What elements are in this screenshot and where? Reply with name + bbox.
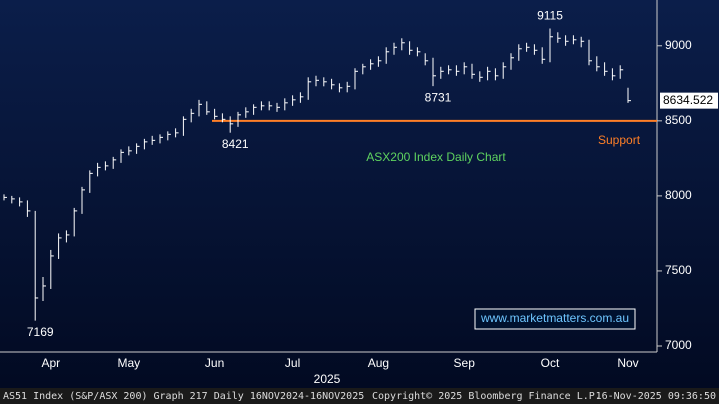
- watermark-box: [474, 308, 636, 330]
- background: [0, 0, 719, 388]
- low-annotation: 7169: [27, 325, 54, 339]
- last-value-label: 8634.522: [663, 93, 713, 107]
- footer-left: AS51 Index (S&P/ASX 200) Graph 217 Daily…: [3, 391, 364, 402]
- x-tick-label: Jul: [285, 356, 300, 370]
- x-tick-label: Jun: [205, 356, 224, 370]
- x-tick-label: Apr: [41, 356, 60, 370]
- low-annotation: 8731: [425, 90, 452, 104]
- last-value-box: [660, 92, 718, 109]
- high-annotation: 9115: [537, 9, 563, 23]
- year-label: 2025: [314, 372, 341, 386]
- x-tick-label: Sep: [454, 356, 476, 370]
- low-annotation: 8421: [222, 137, 249, 151]
- chart-title: ASX200 Index Daily Chart: [366, 150, 506, 164]
- y-tick-label: 9000: [665, 38, 692, 52]
- x-tick-label: Oct: [541, 356, 560, 370]
- x-tick-label: Nov: [617, 356, 638, 370]
- support-label: Support: [598, 133, 641, 147]
- x-tick-label: May: [117, 356, 140, 370]
- watermark: www.marketmatters.com.au: [480, 311, 629, 325]
- y-tick-label: 8500: [665, 113, 692, 127]
- y-tick-label: 8000: [665, 188, 692, 202]
- footer-band: [0, 388, 719, 404]
- footer-mid: Copyright© 2025 Bloomberg Finance L.P.: [372, 391, 601, 402]
- footer-right: 16-Nov-2025 09:36:50: [596, 391, 716, 402]
- x-tick-label: Aug: [368, 356, 389, 370]
- y-tick-label: 7500: [665, 263, 692, 277]
- y-tick-label: 7000: [665, 338, 692, 352]
